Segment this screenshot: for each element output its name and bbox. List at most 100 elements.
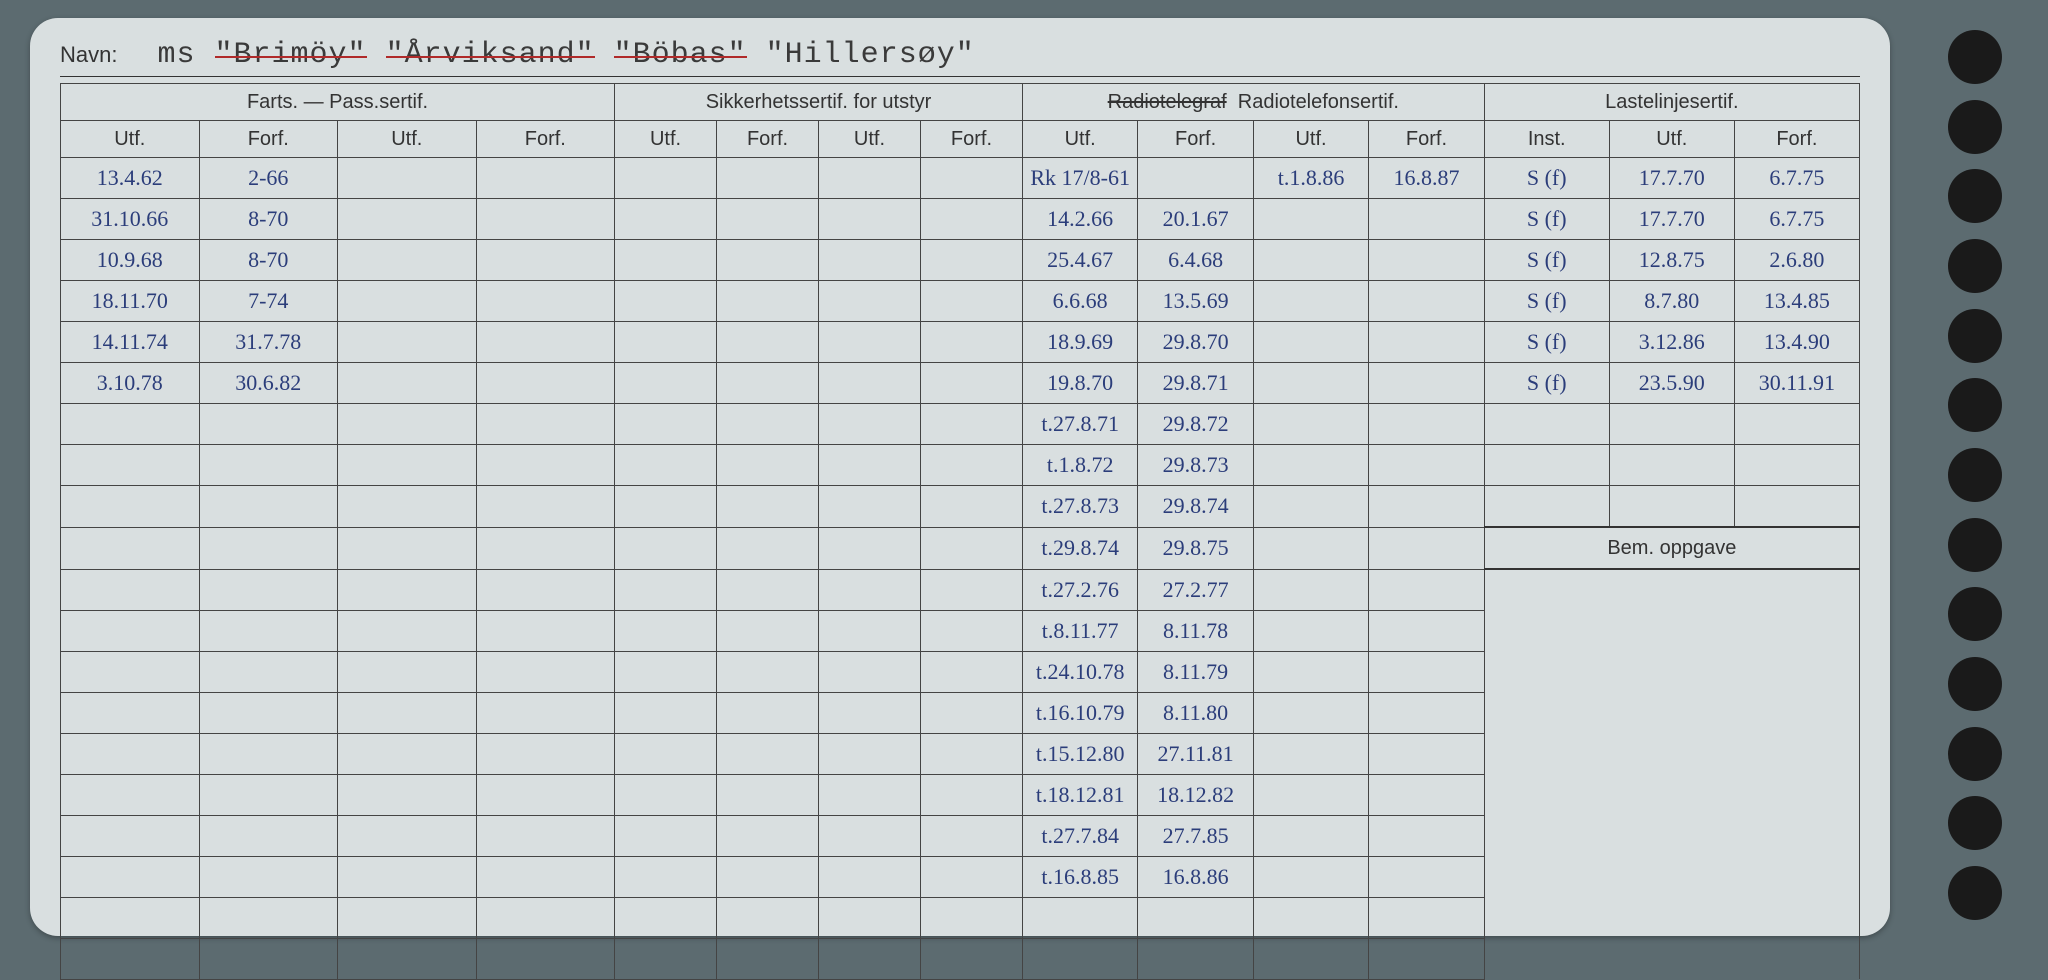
sub-forf: Forf. [1138,121,1253,158]
farts-forf2 [476,774,615,815]
farts-forf2 [476,445,615,486]
radio-forf2 [1369,938,1484,979]
sikker-cell [717,651,819,692]
farts-forf-value: 31.7.78 [235,329,301,354]
farts-utf2 [338,527,477,569]
radio-forf-value: 18.12.82 [1157,782,1234,807]
farts-forf2 [476,610,615,651]
laste-forf-value: 13.4.85 [1764,288,1830,313]
table-row: 3.10.7830.6.8219.8.7029.8.71S (f)23.5.90… [61,363,1860,404]
radio-utf-value: t.16.10.79 [1036,700,1125,725]
radio-utf: 6.6.68 [1022,281,1137,322]
radio-utf [1022,938,1137,979]
radio-forf-value: 8.11.78 [1163,618,1228,643]
sikker-cell [717,240,819,281]
farts-forf [199,856,338,897]
radio-forf: 29.8.71 [1138,363,1253,404]
sikker-cell [615,281,717,322]
bem-cell [1484,897,1859,938]
farts-forf2 [476,569,615,610]
sub-utf: Utf. [1022,121,1137,158]
radio-forf: 16.8.86 [1138,856,1253,897]
hole-icon [1948,30,2002,84]
laste-utf: 17.7.70 [1609,199,1734,240]
navn-row: Navn: ms "Brimöy" "Årviksand" "Böbas" "H… [60,38,1860,77]
farts-forf2 [476,363,615,404]
laste-forf: 30.11.91 [1734,363,1859,404]
farts-forf2 [476,815,615,856]
farts-utf [61,897,200,938]
radio-utf-value: t.27.2.76 [1041,577,1119,602]
farts-utf: 31.10.66 [61,199,200,240]
radio-utf2 [1253,569,1368,610]
farts-forf: 2-66 [199,158,338,199]
table-row [61,938,1860,979]
radio-utf2 [1253,527,1368,569]
farts-utf [61,938,200,979]
radio-forf2 [1369,610,1484,651]
radio-utf-value: t.8.11.77 [1042,618,1119,643]
sikker-cell [819,158,921,199]
laste-cell [1609,445,1734,486]
radio-forf2 [1369,240,1484,281]
sikker-cell [717,774,819,815]
sikker-cell [717,486,819,528]
radio-forf-value: 29.8.70 [1163,329,1229,354]
farts-utf2 [338,610,477,651]
sikker-cell [819,856,921,897]
sikker-cell [615,733,717,774]
sikker-cell [920,651,1022,692]
sikker-cell [819,240,921,281]
farts-forf [199,527,338,569]
farts-forf: 8-70 [199,199,338,240]
table-row: 18.11.707-746.6.6813.5.69S (f)8.7.8013.4… [61,281,1860,322]
sikker-cell [717,404,819,445]
bem-oppgave-header: Bem. oppgave [1484,527,1859,569]
radio-forf2-value: 16.8.87 [1393,165,1459,190]
hole-icon [1948,727,2002,781]
farts-forf2 [476,281,615,322]
radio-forf: 8.11.80 [1138,692,1253,733]
sikker-cell [819,404,921,445]
laste-inst-value: S (f) [1527,288,1567,313]
radio-forf2 [1369,199,1484,240]
sub-forf: Forf. [717,121,819,158]
hole-icon [1948,866,2002,920]
laste-forf: 2.6.80 [1734,240,1859,281]
hole-icon [1948,448,2002,502]
radio-forf-value: 29.8.75 [1163,535,1229,560]
laste-utf: 12.8.75 [1609,240,1734,281]
table-body: 13.4.622-66Rk 17/8-61t.1.8.8616.8.87S (f… [61,158,1860,980]
farts-utf2 [338,281,477,322]
radio-utf: t.16.10.79 [1022,692,1137,733]
radio-utf2 [1253,199,1368,240]
radio-label: Radiotelefonsertif. [1238,91,1399,113]
sikker-cell [819,445,921,486]
farts-utf2 [338,815,477,856]
radio-utf2 [1253,240,1368,281]
farts-utf2 [338,158,477,199]
radio-utf: t.8.11.77 [1022,610,1137,651]
laste-inst: S (f) [1484,363,1609,404]
radio-utf2 [1253,281,1368,322]
farts-forf [199,445,338,486]
radio-forf: 27.2.77 [1138,569,1253,610]
sikker-cell [920,281,1022,322]
radio-forf2 [1369,774,1484,815]
farts-forf: 30.6.82 [199,363,338,404]
sub-forf: Forf. [199,121,338,158]
sikker-cell [615,527,717,569]
section-farts: Farts. — Pass.sertif. [61,84,615,121]
bem-cell [1484,610,1859,651]
sub-utf: Utf. [819,121,921,158]
table-row: 14.11.7431.7.7818.9.6929.8.70S (f)3.12.8… [61,322,1860,363]
table-row: t.16.10.79 8.11.80 [61,692,1860,733]
sikker-cell [717,610,819,651]
radio-utf: t.29.8.74 [1022,527,1137,569]
farts-forf2 [476,938,615,979]
sikker-cell [717,815,819,856]
farts-forf2 [476,486,615,528]
laste-utf: 17.7.70 [1609,158,1734,199]
sub-utf: Utf. [615,121,717,158]
farts-forf: 8-70 [199,240,338,281]
